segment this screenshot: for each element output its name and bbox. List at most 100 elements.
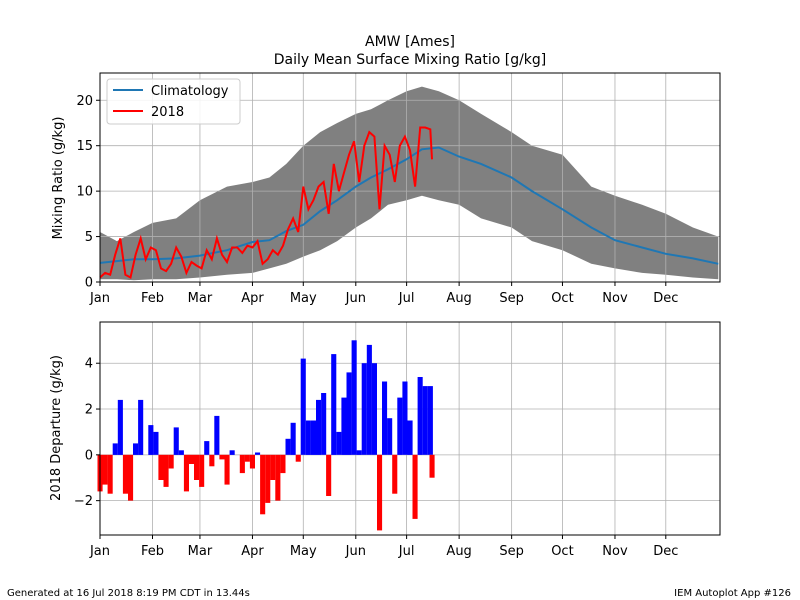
top-x-tick-label: Nov (602, 291, 628, 306)
bottom-y-tick-label: 2 (85, 403, 93, 418)
chart-title: AMW [Ames] (365, 34, 455, 50)
top-y-tick-label: 0 (85, 276, 93, 291)
bottom-y-axis-label: 2018 Departure (g/kg) (49, 355, 64, 501)
departure-bar (371, 363, 377, 455)
range-band-area (100, 86, 719, 281)
departure-bar (356, 450, 362, 455)
departure-bar (148, 425, 154, 455)
departure-bar (326, 454, 332, 496)
departure-bar (346, 372, 352, 455)
top-x-tick-label: Feb (141, 291, 164, 306)
bottom-x-tick-label: Dec (653, 544, 678, 559)
departure-bar (427, 386, 433, 455)
departure-bar (412, 454, 418, 519)
top-x-tick-label: Jul (398, 291, 415, 306)
departure-bar (382, 381, 388, 455)
departure-bar (336, 431, 342, 455)
bottom-x-tick-label: Feb (141, 544, 164, 559)
top-x-tick-label: Sep (499, 291, 524, 306)
bottom-x-tick-label: Aug (446, 544, 471, 559)
series-line-climatology (99, 146, 719, 265)
departure-bar (188, 454, 194, 464)
bottom-x-tick-label: Apr (241, 544, 264, 559)
footer-generated: Generated at 16 Jul 2018 8:19 PM CDT in … (7, 588, 250, 599)
departure-bar (122, 454, 128, 494)
departure-bar (275, 454, 281, 501)
departure-bar (265, 454, 271, 503)
departure-bar (224, 454, 230, 485)
departure-bar (310, 420, 316, 455)
departure-bar (214, 415, 220, 455)
top-series-lines (99, 126, 719, 280)
departure-bar (128, 454, 134, 501)
departure-bar (341, 397, 347, 455)
departure-bar (280, 454, 286, 474)
departure-bar (163, 454, 169, 487)
departure-bar (138, 399, 144, 455)
bottom-x-tick-label: Nov (602, 544, 628, 559)
top-y-tick-label: 5 (85, 230, 93, 245)
top-x-tick-label: Dec (653, 291, 678, 306)
departure-bar (270, 454, 276, 480)
top-x-tick-label: Jan (89, 291, 110, 306)
departure-bar (112, 443, 118, 455)
departure-bar (239, 454, 245, 474)
bottom-x-tick-label: Jun (345, 544, 366, 559)
departure-bar (417, 377, 423, 455)
departure-bar (422, 386, 428, 455)
legend[interactable]: Climatology 2018 (106, 78, 241, 125)
departure-bar (183, 454, 189, 492)
departure-bar (407, 420, 413, 455)
range-band (100, 86, 719, 281)
departure-bar (133, 443, 139, 455)
legend-label-2018: 2018 (151, 105, 184, 120)
legend-label-climatology: Climatology (151, 84, 229, 99)
top-x-tick-label: Oct (551, 291, 573, 306)
bottom-x-tick-label: Jan (89, 544, 110, 559)
departure-bar (305, 420, 311, 455)
departure-bar (117, 399, 123, 455)
top-x-ticks: Jan Feb Mar Apr May Jun Jul Aug Sep Oct Nov Dec (89, 282, 678, 306)
top-y-axis-label: Mixing Ratio (g/kg) (51, 117, 66, 240)
bottom-y-ticks: −2 0 2 4 (74, 357, 100, 509)
departure-bar (249, 454, 255, 469)
top-y-tick-label: 15 (76, 139, 93, 154)
departure-bar (260, 454, 266, 515)
departure-bar (209, 454, 215, 467)
departure-bar (366, 344, 372, 455)
departure-bar (168, 454, 174, 469)
departure-bar (361, 363, 367, 455)
departure-bar (429, 454, 435, 478)
departure-bar (387, 418, 393, 455)
departure-bar (178, 450, 184, 455)
departure-bar (377, 454, 383, 531)
bottom-plot-frame (99, 321, 721, 536)
mixing-ratio-panel: 0 5 10 15 20 Jan Feb Mar Apr May Jun Jul Aug Sep Oct N… (51, 72, 721, 306)
departure-bar (321, 393, 327, 455)
departure-bar (244, 454, 250, 462)
bottom-x-tick-label: Sep (499, 544, 524, 559)
departure-bar (351, 340, 357, 455)
departure-bar (194, 454, 200, 480)
departure-bars (97, 340, 435, 531)
top-y-tick-label: 20 (76, 94, 93, 109)
departure-bar (285, 438, 291, 455)
departure-bar (397, 397, 403, 455)
departure-bar (316, 399, 322, 455)
bottom-y-tick-label: 4 (85, 357, 93, 372)
departure-bar (255, 452, 261, 455)
departure-bar (173, 427, 179, 455)
departure-bar (102, 454, 108, 485)
top-x-tick-label: Jun (345, 291, 366, 306)
top-x-tick-label: Apr (241, 291, 264, 306)
departure-bar (402, 381, 408, 455)
bottom-y-tick-label: −2 (74, 494, 93, 509)
bottom-x-ticks: Jan Feb Mar Apr May Jun Jul Aug Sep Oct Nov Dec (89, 535, 678, 559)
departure-bar (107, 454, 113, 494)
top-y-ticks: 0 5 10 15 20 (76, 94, 100, 291)
bottom-x-tick-label: May (290, 544, 317, 559)
departure-bar (331, 354, 337, 455)
departure-panel: −2 0 2 4 Jan Feb Mar Apr May Jun Jul Aug Sep Oct Nov D… (49, 321, 721, 559)
departure-bar (229, 450, 235, 455)
